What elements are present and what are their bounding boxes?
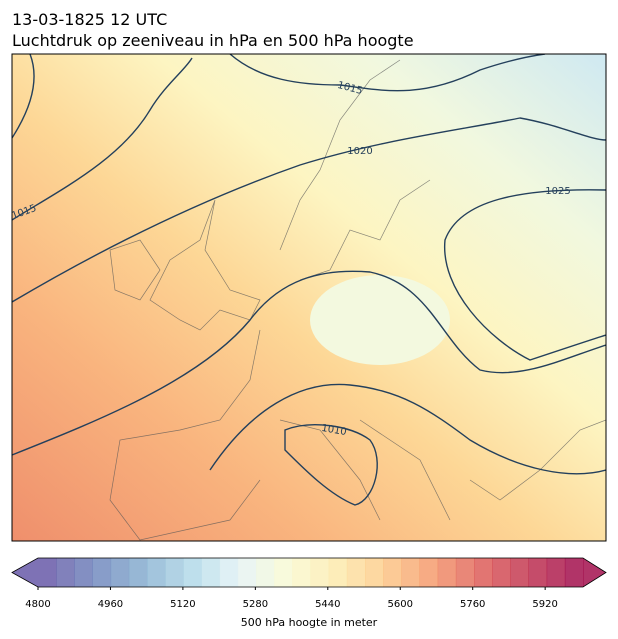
colorbar-extend-low [12,558,38,587]
colorbar-band [256,558,275,587]
colorbar-band [492,558,511,587]
colorbar-band [292,558,311,587]
map-background [12,54,606,541]
isobar [284,424,378,506]
colorbar-band [365,558,384,587]
isobar [12,54,35,139]
isobar [12,270,606,456]
isobar [444,189,606,361]
colorbar-band [110,558,130,587]
colorbar-tick-label: 5760 [460,599,485,610]
colorbar-band [546,558,566,587]
colorbar-band [401,558,420,587]
colorbar-tick-label: 5120 [170,599,195,610]
isobar [12,117,606,303]
colorbar-band [328,558,348,587]
colorbar-band [510,558,529,587]
colorbar-tick-label: 5600 [388,599,413,610]
colorbar-band [528,558,548,587]
colorbar-band [74,558,93,587]
colorbar-tick-label: 4800 [25,599,50,610]
colorbar-band [474,558,493,587]
map-frame [11,53,607,542]
colorbar-tick-label: 5280 [243,599,268,610]
coastline [109,59,606,541]
colorbar-band [219,558,239,587]
colorbar-tick-label: 5440 [315,599,340,610]
field-patch [310,275,450,365]
colorbar: 4800 4960 5120 5280 5440 5600 5760 5920 [11,557,607,610]
map-layers [12,54,606,541]
colorbar-label: 500 hPa hoogte in meter [241,616,378,629]
colorbar-extend-high [583,558,606,587]
colorbar-band [346,558,366,587]
contour-label: 1025 [545,186,570,197]
colorbar-band [147,558,166,587]
colorbar-band [437,558,457,587]
colorbar-tick-label: 5920 [532,599,557,610]
colorbar-outline [11,557,607,588]
colorbar-band [237,558,257,587]
colorbar-band [564,558,584,587]
title-date: 13-03-1825 12 UTC [12,10,167,29]
contour-label: 1010 [320,423,347,438]
colorbar-band [92,558,112,587]
colorbar-band [383,558,402,587]
title-description: Luchtdruk op zeeniveau in hPa en 500 hPa… [12,31,414,50]
colorbar-tick-label: 4960 [98,599,123,610]
isobar [12,57,193,221]
colorbar-band [201,558,221,587]
contour-label: 1020 [347,146,372,157]
colorbar-band [455,558,475,587]
colorbar-band [38,558,57,587]
colorbar-band [165,558,184,587]
colorbar-band [274,558,293,587]
colorbar-band [128,558,148,587]
colorbar-band [183,558,202,587]
colorbar-band [310,558,330,587]
isobar [229,54,546,92]
colorbar-band [56,558,75,587]
isobar [209,383,606,475]
colorbar-band [419,558,439,587]
